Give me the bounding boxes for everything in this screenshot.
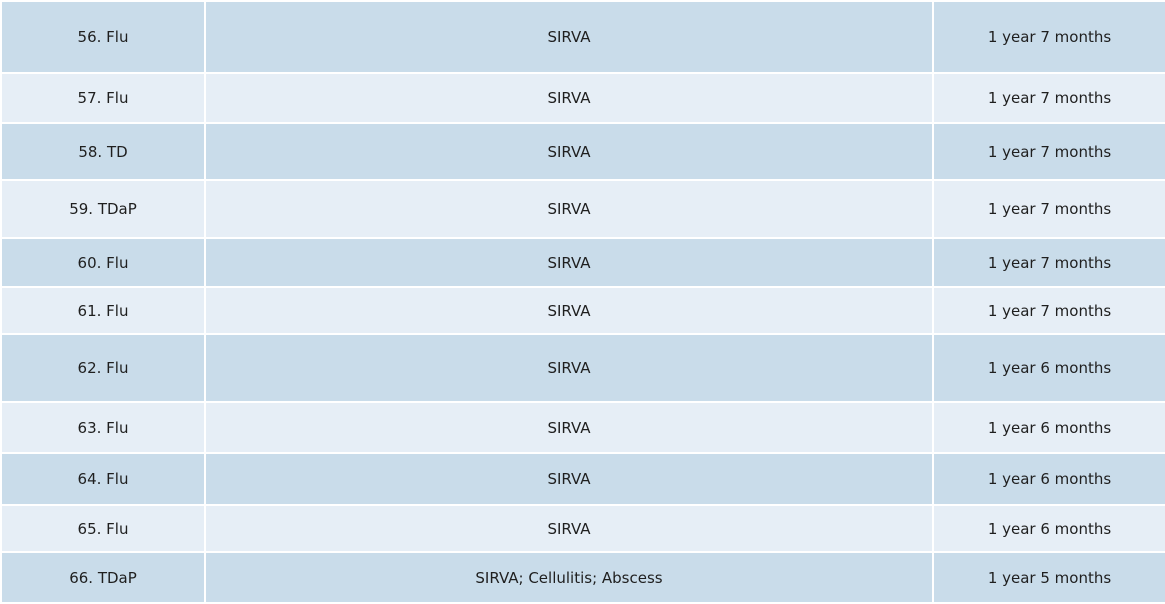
- duration-cell: 1 year 5 months: [932, 551, 1165, 604]
- vaccine-cell: 61. Flu: [0, 286, 206, 335]
- injury-cell: SIRVA: [204, 122, 934, 181]
- table-row: 66. TDaP SIRVA; Cellulitis; Abscess 1 year…: [0, 551, 1165, 604]
- injury-cell: SIRVA: [204, 0, 934, 74]
- injury-cell: SIRVA: [204, 237, 934, 288]
- injury-cell: SIRVA: [204, 286, 934, 335]
- vaccine-cell: 64. Flu: [0, 452, 206, 506]
- table-row: 62. Flu SIRVA 1 year 6 months: [0, 333, 1165, 403]
- duration-cell: 1 year 7 months: [932, 286, 1165, 335]
- vaccine-cell: 59. TDaP: [0, 179, 206, 239]
- vaccine-cell: 58. TD: [0, 122, 206, 181]
- duration-cell: 1 year 6 months: [932, 333, 1165, 403]
- vaccine-cell: 60. Flu: [0, 237, 206, 288]
- table-row: 57. Flu SIRVA 1 year 7 months: [0, 72, 1165, 124]
- vaccine-cell: 65. Flu: [0, 504, 206, 553]
- injury-cell: SIRVA: [204, 333, 934, 403]
- duration-cell: 1 year 7 months: [932, 0, 1165, 74]
- injury-cell: SIRVA: [204, 504, 934, 553]
- table-row: 60. Flu SIRVA 1 year 7 months: [0, 237, 1165, 288]
- table-row: 61. Flu SIRVA 1 year 7 months: [0, 286, 1165, 335]
- injury-cell: SIRVA: [204, 72, 934, 124]
- table-row: 58. TD SIRVA 1 year 7 months: [0, 122, 1165, 181]
- table-row: 63. Flu SIRVA 1 year 6 months: [0, 401, 1165, 454]
- vaccine-cell: 66. TDaP: [0, 551, 206, 604]
- duration-cell: 1 year 7 months: [932, 122, 1165, 181]
- injury-cell: SIRVA: [204, 401, 934, 454]
- table-row: 56. Flu SIRVA 1 year 7 months: [0, 0, 1165, 74]
- duration-cell: 1 year 6 months: [932, 504, 1165, 553]
- table-row: 65. Flu SIRVA 1 year 6 months: [0, 504, 1165, 553]
- duration-cell: 1 year 7 months: [932, 237, 1165, 288]
- table-row: 64. Flu SIRVA 1 year 6 months: [0, 452, 1165, 506]
- vaccine-cell: 63. Flu: [0, 401, 206, 454]
- injury-cell: SIRVA: [204, 179, 934, 239]
- vaccine-cell: 57. Flu: [0, 72, 206, 124]
- duration-cell: 1 year 7 months: [932, 179, 1165, 239]
- injury-cell: SIRVA; Cellulitis; Abscess: [204, 551, 934, 604]
- duration-cell: 1 year 6 months: [932, 452, 1165, 506]
- table-row: 59. TDaP SIRVA 1 year 7 months: [0, 179, 1165, 239]
- duration-cell: 1 year 7 months: [932, 72, 1165, 124]
- vaccine-cell: 62. Flu: [0, 333, 206, 403]
- duration-cell: 1 year 6 months: [932, 401, 1165, 454]
- vaccine-cell: 56. Flu: [0, 0, 206, 74]
- injury-cell: SIRVA: [204, 452, 934, 506]
